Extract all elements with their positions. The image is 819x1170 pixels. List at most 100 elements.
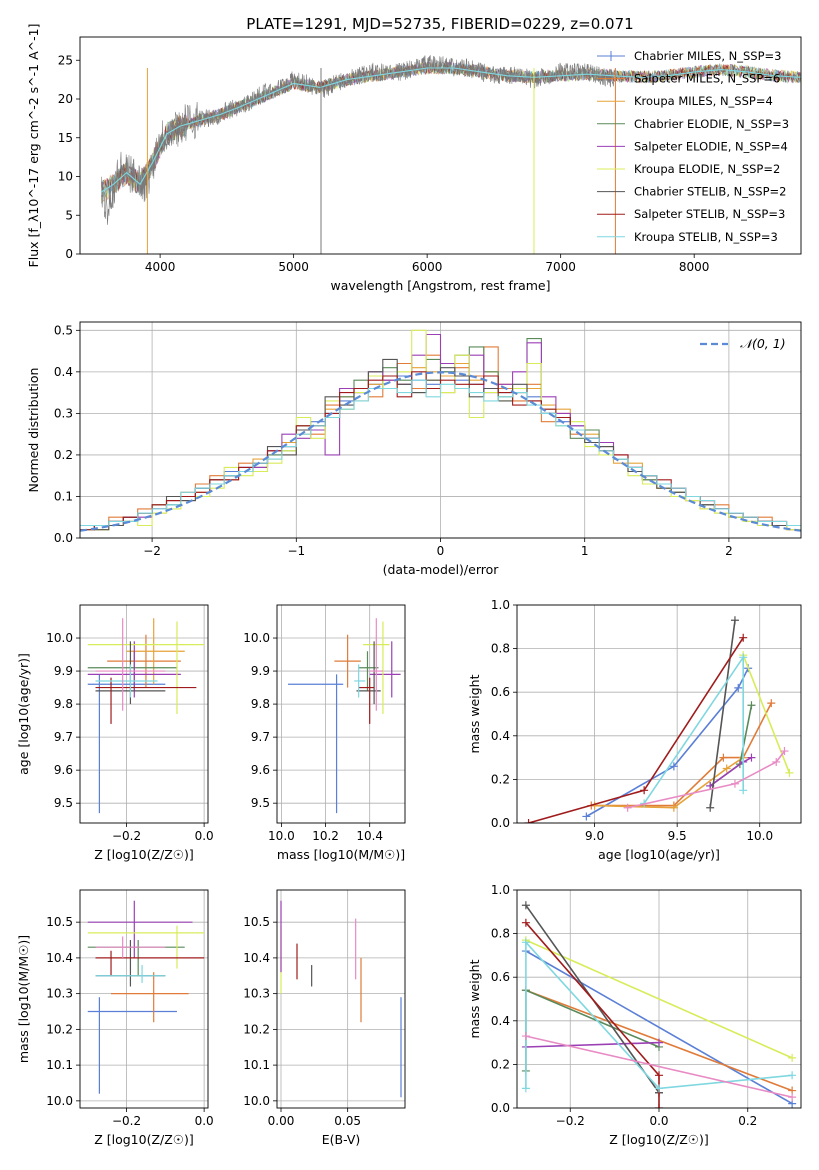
plot-area	[521, 901, 797, 1108]
x-tick-label: 10.4	[356, 829, 383, 843]
y-tick-label: 10.3	[46, 987, 73, 1001]
y-tick-label: 0.0	[54, 531, 73, 545]
x-axis-label: mass [log10(M/M☉)]	[277, 847, 405, 862]
x-axis-label: age [log10(age/yr)]	[598, 847, 720, 862]
legend: Chabrier MILES, N_SSP=3 Salpeter MILES, N…	[597, 49, 789, 244]
y-tick-label: 10.0	[46, 631, 73, 645]
spectrum-panel: 4000 5000 6000 7000 8000 0 5 10 15 20 25 wavelength…	[26, 24, 802, 293]
axes-frame	[516, 604, 802, 824]
x-tick-label: 0.2	[738, 1114, 757, 1128]
axes-frame	[276, 604, 406, 824]
axes-frame	[276, 889, 406, 1109]
y-tick-label: 9.6	[251, 763, 270, 777]
axes-frame	[79, 321, 802, 539]
y-axis-label: mass weight	[467, 674, 482, 753]
x-axis-label: E(B-V)	[322, 1132, 361, 1147]
axes-frame	[79, 604, 209, 824]
y-tick-label: 0.6	[491, 970, 510, 984]
weight-line	[525, 989, 660, 1071]
weight-line	[643, 654, 744, 804]
plot-area	[80, 329, 801, 532]
y-tick-label: 10.0	[243, 1094, 270, 1108]
legend-label: Salpeter ELODIE, N_SSP=4	[634, 139, 788, 153]
weight-line	[525, 1035, 793, 1098]
plus-marker	[722, 764, 731, 773]
model-spectrum-overlay	[101, 67, 801, 193]
plus-marker	[655, 1104, 663, 1108]
plus-marker	[706, 803, 715, 812]
y-tick-label: 0.6	[491, 685, 510, 699]
legend-label: 𝒩(0, 1)	[740, 336, 786, 351]
plot-area	[87, 900, 205, 1094]
x-axis-label: wavelength [Angstrom, rest frame]	[330, 278, 550, 293]
x-tick-label: 0.05	[334, 1114, 361, 1128]
y-tick-label: 10.2	[243, 1022, 270, 1036]
weight-line	[585, 667, 749, 818]
legend-label: Chabrier ELODIE, N_SSP=3	[634, 117, 789, 131]
x-tick-label: 10.2	[312, 829, 339, 843]
y-tick-label: 9.5	[251, 796, 270, 810]
legend-label: Salpeter STELIB, N_SSP=3	[634, 207, 785, 221]
x-tick-label: −0.2	[556, 1114, 585, 1128]
y-tick-label: 10	[58, 170, 73, 184]
figure-title: PLATE=1291, MJD=52735, FIBERID=0229, z=0…	[246, 15, 633, 33]
plus-marker	[582, 812, 591, 821]
weight-vs-metallicity-panel: −0.2 0.0 0.2 0.0 0.2 0.4 0.6 0.8 1.0 Z [log10(Z/Z…	[467, 883, 802, 1147]
plus-marker	[521, 938, 530, 947]
y-tick-label: 0.3	[54, 406, 73, 420]
plus-marker	[739, 786, 748, 795]
plus-marker	[747, 753, 756, 762]
plus-marker	[524, 819, 533, 823]
histogram-step-line	[80, 379, 801, 527]
age-vs-metallicity-panel: −0.2 0.0 9.5 9.6 9.7 9.8 9.9 10.0 Z [log10(Z/Z☉)…	[16, 604, 214, 862]
weight-vs-age-panel: 9.0 9.5 10.0 0.0 0.2 0.4 0.6 0.8 1.0 age [log10(a…	[467, 598, 802, 862]
y-axis-label: age [log10(age/yr)]	[16, 653, 31, 775]
weight-line	[709, 705, 753, 787]
x-tick-label: 0	[437, 544, 445, 558]
plus-marker	[739, 653, 748, 662]
y-tick-label: 0.5	[54, 323, 73, 337]
y-tick-label: 9.7	[251, 730, 270, 744]
y-tick-label: 1.0	[491, 883, 510, 897]
plus-marker	[767, 699, 776, 708]
y-tick-label: 10.0	[46, 1094, 73, 1108]
x-tick-label: 0.0	[195, 1114, 214, 1128]
plus-marker	[747, 701, 756, 710]
y-tick-label: 10.4	[243, 951, 270, 965]
y-tick-label: 0.2	[491, 772, 510, 786]
plot-area	[280, 900, 402, 1098]
gaussian-curve	[80, 371, 801, 532]
y-tick-label: 15	[58, 131, 73, 145]
axes-frame	[516, 889, 802, 1109]
plus-marker	[788, 1071, 797, 1080]
plot-area	[288, 618, 401, 814]
x-tick-label: −1	[287, 544, 305, 558]
x-tick-label: −0.2	[112, 829, 141, 843]
plus-marker	[521, 1032, 530, 1041]
y-tick-label: 9.8	[251, 697, 270, 711]
plus-marker	[623, 803, 632, 812]
weight-line	[709, 620, 736, 808]
plus-marker	[521, 918, 530, 927]
y-axis-label: Normed distribution	[26, 368, 41, 493]
axes-frame	[79, 36, 802, 255]
weight-line	[742, 654, 791, 774]
x-tick-label: 7000	[545, 260, 576, 274]
x-tick-label: 4000	[145, 260, 176, 274]
x-axis-label: Z [log10(Z/Z☉)]	[609, 1132, 709, 1147]
y-tick-label: 9.8	[54, 697, 73, 711]
x-tick-label: −0.2	[112, 1114, 141, 1128]
plus-marker	[669, 803, 678, 812]
x-tick-label: 10.0	[746, 829, 773, 843]
y-axis-label: mass [log10(M/M☉)]	[16, 935, 31, 1063]
x-axis-label: (data-model)/error	[383, 562, 500, 577]
plot-area	[524, 616, 794, 823]
y-tick-label: 10.1	[243, 1058, 270, 1072]
y-tick-label: 9.7	[54, 730, 73, 744]
mass-vs-metallicity-panel: −0.2 0.0 10.0 10.1 10.2 10.3 10.4 10.5 Z [log10(…	[16, 889, 214, 1147]
x-axis-label: Z [log10(Z/Z☉)]	[94, 847, 194, 862]
y-tick-label: 0	[65, 247, 73, 261]
legend-label: Kroupa ELODIE, N_SSP=2	[634, 162, 780, 176]
y-tick-label: 0.4	[54, 365, 73, 379]
x-tick-label: 1	[581, 544, 589, 558]
